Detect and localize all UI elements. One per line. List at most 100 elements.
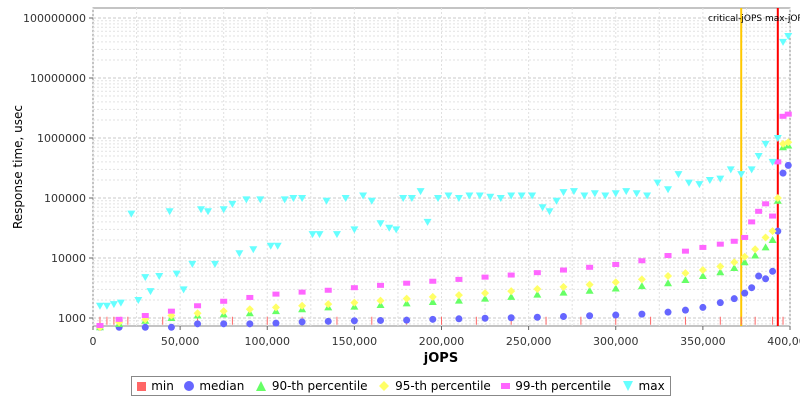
x-tick-label: 100,000 <box>245 335 291 348</box>
x-tick-label: 300,000 <box>593 335 639 348</box>
legend-item-min: min <box>137 379 174 393</box>
legend-marker-max <box>622 381 633 391</box>
point-max <box>465 192 474 200</box>
point-max <box>528 192 537 200</box>
point-max <box>754 153 763 161</box>
point-95-th-percentile <box>481 289 490 298</box>
point-99-th-percentile <box>507 272 515 278</box>
point-max <box>392 226 401 234</box>
point-99-th-percentile <box>324 287 332 293</box>
point-max <box>141 274 150 282</box>
point-95-th-percentile <box>637 275 646 284</box>
point-median <box>638 310 646 318</box>
point-median <box>730 295 738 303</box>
point-median <box>194 320 202 328</box>
point-max <box>315 231 324 239</box>
point-90-th-percentile <box>751 251 760 259</box>
point-max <box>784 33 793 41</box>
point-90-th-percentile <box>740 258 749 266</box>
point-median <box>559 312 567 320</box>
point-max <box>256 196 265 204</box>
point-max <box>341 195 350 202</box>
point-max <box>601 192 610 200</box>
point-max <box>768 158 777 166</box>
point-max <box>611 190 620 198</box>
point-median <box>774 227 782 235</box>
point-99-th-percentile <box>774 159 782 165</box>
point-95-th-percentile <box>761 233 770 242</box>
point-90-th-percentile <box>559 288 568 296</box>
x-tick-label: 350,000 <box>680 335 726 348</box>
point-max <box>664 186 673 194</box>
point-99-th-percentile <box>272 291 280 297</box>
point-95-th-percentile <box>428 292 437 301</box>
point-max <box>367 197 376 205</box>
point-median <box>586 312 594 320</box>
point-median <box>298 318 306 326</box>
point-99-th-percentile <box>681 248 689 254</box>
point-max <box>496 195 505 202</box>
legend-label-95th: 95-th percentile <box>395 379 491 393</box>
point-99-th-percentile <box>755 208 763 214</box>
point-90-th-percentile <box>402 299 411 307</box>
point-99-th-percentile <box>220 298 228 304</box>
legend-marker-min <box>137 381 147 391</box>
point-max <box>210 260 219 268</box>
point-max <box>423 218 432 226</box>
point-95-th-percentile <box>751 245 760 254</box>
point-max <box>322 197 331 205</box>
point-max <box>538 204 547 212</box>
point-95-th-percentile <box>730 258 739 267</box>
point-max <box>376 220 385 228</box>
point-max <box>454 195 463 202</box>
x-axis-ticks: 0 50,000 100,000 150,000 200,000 250,000 300,0… <box>90 326 800 348</box>
point-max <box>298 195 307 202</box>
point-max <box>407 195 416 202</box>
point-95-th-percentile <box>559 282 568 291</box>
point-max <box>273 242 282 250</box>
point-95-th-percentile <box>681 269 690 278</box>
x-tick-label: 150,000 <box>332 335 378 348</box>
point-99-th-percentile <box>377 282 385 288</box>
point-max <box>761 140 770 148</box>
point-max <box>146 288 155 296</box>
point-99-th-percentile <box>664 253 672 259</box>
point-95-th-percentile <box>350 298 359 307</box>
point-99-th-percentile <box>96 322 104 328</box>
point-max <box>695 181 704 189</box>
point-95-th-percentile <box>768 227 777 236</box>
point-max <box>747 166 756 174</box>
y-axis-title: Response time, usec <box>11 105 25 229</box>
point-90-th-percentile <box>637 282 646 290</box>
y-tick-label: 100000 <box>44 192 86 205</box>
annotation: critical-jOPS max-jOPS <box>708 14 800 24</box>
point-90-th-percentile <box>768 235 777 243</box>
point-median <box>350 317 358 325</box>
legend-label-99th: 99-th percentile <box>515 379 612 393</box>
point-95-th-percentile <box>324 300 333 309</box>
point-median <box>716 299 724 307</box>
point-max <box>134 296 143 304</box>
point-max <box>204 208 213 216</box>
point-99-th-percentile <box>612 261 620 267</box>
legend-marker-median <box>184 381 195 391</box>
point-max <box>228 200 237 208</box>
legend-marker-99th <box>501 383 511 389</box>
point-90-th-percentile <box>761 243 770 251</box>
point-95-th-percentile <box>271 303 280 312</box>
point-max <box>172 270 181 278</box>
point-max <box>434 195 443 202</box>
point-max <box>219 206 228 214</box>
point-90-th-percentile <box>533 290 542 298</box>
point-max <box>653 179 662 187</box>
point-99-th-percentile <box>730 238 738 244</box>
point-95-th-percentile <box>698 266 707 275</box>
point-99-th-percentile <box>115 316 123 322</box>
point-median <box>681 306 689 314</box>
point-max <box>517 192 526 200</box>
point-max <box>475 192 484 200</box>
point-median <box>612 311 620 319</box>
point-max <box>716 175 725 183</box>
point-99-th-percentile <box>298 289 306 295</box>
